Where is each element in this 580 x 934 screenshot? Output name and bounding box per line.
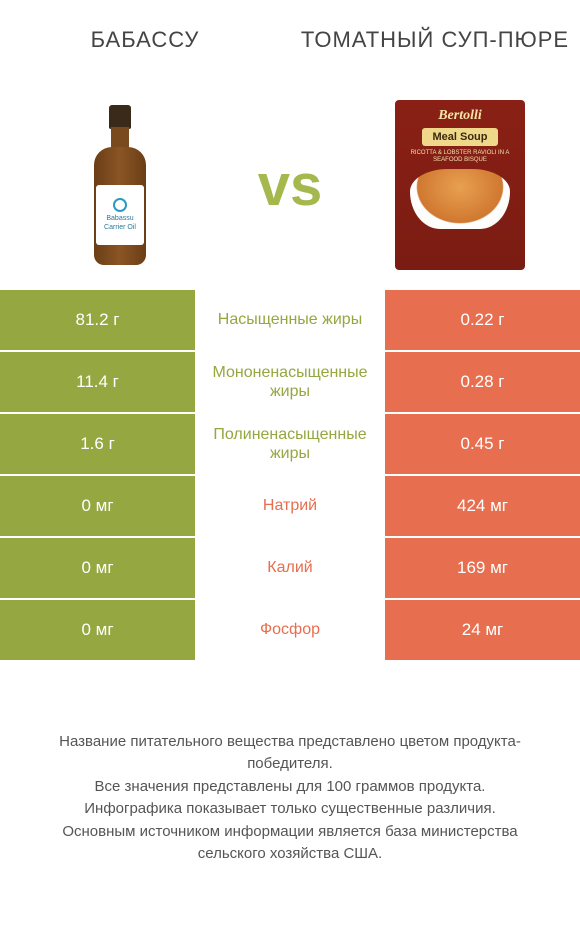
value-left: 0 мг bbox=[0, 538, 195, 598]
value-left: 0 мг bbox=[0, 600, 195, 660]
nutrient-name: Калий bbox=[195, 538, 385, 598]
nutrient-name: Насыщенные жиры bbox=[195, 290, 385, 350]
soup-box-icon: Bertolli Meal Soup RICOTTA & LOBSTER RAV… bbox=[395, 100, 525, 270]
value-right: 0.45 г bbox=[385, 414, 580, 474]
bottle-label-line1: Babassu bbox=[106, 215, 133, 223]
value-right: 0.22 г bbox=[385, 290, 580, 350]
bottle-icon: Babassu Carrier Oil bbox=[90, 105, 150, 265]
header-row: БАБАССУ ТОМАТНЫЙ СУП-ПЮРЕ bbox=[0, 0, 580, 80]
header-right: ТОМАТНЫЙ СУП-ПЮРЕ bbox=[290, 0, 580, 80]
footer-line-3: Инфографика показывает только существенн… bbox=[84, 800, 496, 817]
nutrient-name: Натрий bbox=[195, 476, 385, 536]
footer-line-1: Название питательного вещества представл… bbox=[59, 733, 521, 773]
table-row: 1.6 гПолиненасыщенные жиры0.45 г bbox=[0, 414, 580, 476]
nutrient-name: Полиненасыщенные жиры bbox=[195, 414, 385, 474]
table-row: 0 мгКалий169 мг bbox=[0, 538, 580, 600]
table-row: 0 мгНатрий424 мг bbox=[0, 476, 580, 538]
footer-line-4: Основным источником информации является … bbox=[62, 823, 517, 863]
header-left: БАБАССУ bbox=[0, 0, 290, 80]
table-row: 11.4 гМононенасыщенные жиры0.28 г bbox=[0, 352, 580, 414]
nutrient-name: Мононенасыщенные жиры bbox=[195, 352, 385, 412]
table-row: 81.2 гНасыщенные жиры0.22 г bbox=[0, 290, 580, 352]
soup-sub: RICOTTA & LOBSTER RAVIOLI IN A SEAFOOD B… bbox=[401, 150, 519, 163]
footer-line-2: Все значения представлены для 100 граммо… bbox=[95, 778, 486, 795]
footer: Название питательного вещества представл… bbox=[0, 662, 580, 934]
value-left: 11.4 г bbox=[0, 352, 195, 412]
comparison-table: 81.2 гНасыщенные жиры0.22 г11.4 гМононен… bbox=[0, 290, 580, 662]
vs-label: vs bbox=[240, 152, 340, 219]
value-right: 24 мг bbox=[385, 600, 580, 660]
footer-text: Название питательного вещества представл… bbox=[28, 731, 552, 866]
soup-brand: Bertolli bbox=[438, 108, 482, 124]
product-right-image: Bertolli Meal Soup RICOTTA & LOBSTER RAV… bbox=[340, 80, 580, 290]
bottle-label-line2: Carrier Oil bbox=[104, 224, 136, 232]
soup-bowl-icon bbox=[410, 169, 510, 229]
table-row: 0 мгФосфор24 мг bbox=[0, 600, 580, 662]
value-right: 424 мг bbox=[385, 476, 580, 536]
images-row: Babassu Carrier Oil vs Bertolli Meal Sou… bbox=[0, 80, 580, 290]
nutrient-name: Фосфор bbox=[195, 600, 385, 660]
value-left: 81.2 г bbox=[0, 290, 195, 350]
value-left: 1.6 г bbox=[0, 414, 195, 474]
soup-title: Meal Soup bbox=[422, 128, 497, 146]
value-right: 169 мг bbox=[385, 538, 580, 598]
value-left: 0 мг bbox=[0, 476, 195, 536]
product-left-image: Babassu Carrier Oil bbox=[0, 80, 240, 290]
value-right: 0.28 г bbox=[385, 352, 580, 412]
